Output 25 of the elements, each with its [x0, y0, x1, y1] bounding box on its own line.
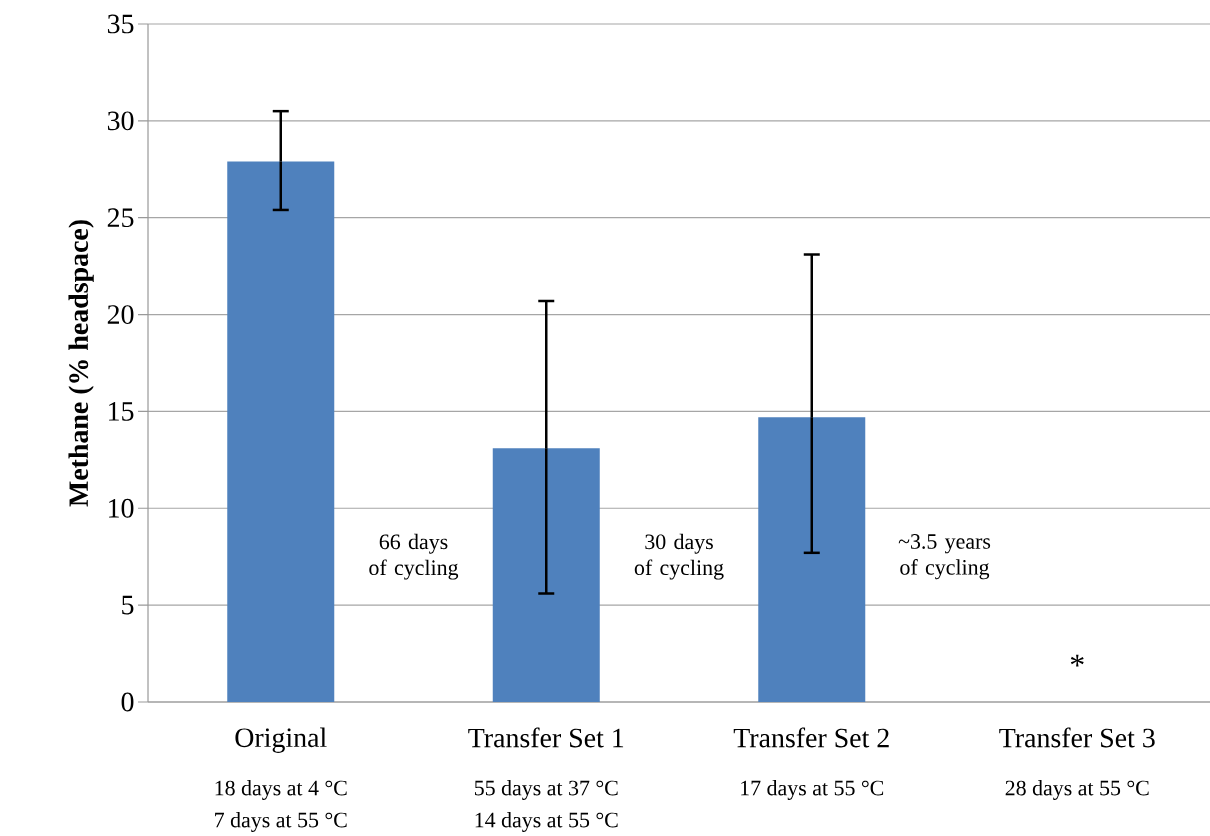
text: 17 days at 55 °C	[741, 780, 884, 800]
y-tick-label: 0	[121, 692, 134, 712]
annotation: 66 days of cycling	[369, 533, 459, 580]
y-tick-label: 5	[122, 595, 134, 615]
y-tick-label: 25	[107, 208, 134, 228]
y-tick-label: 30	[107, 111, 134, 131]
y-tick-label: 20	[107, 305, 134, 324]
annotation: *	[1070, 654, 1084, 667]
text: 14 days at 55 °C	[475, 812, 618, 832]
annotation: 30 days of cycling	[634, 533, 724, 580]
text: 55 days at 37 °C	[474, 780, 618, 800]
y-tick-label: 15	[109, 402, 134, 421]
bar	[227, 161, 335, 702]
annotation: ~3.5 years of cycling	[898, 534, 991, 580]
x-tick-label: Original	[235, 727, 327, 753]
text: 28 days at 55 °C	[1005, 780, 1149, 800]
x-tick-label: Transfer Set 2	[733, 727, 889, 748]
text: 18 days at 4 °C	[215, 780, 347, 800]
x-tick-label: Transfer Set 1	[468, 727, 624, 748]
y-axis-title: Methane (% headspace)	[68, 220, 94, 507]
x-tick-label: Transfer Set 3	[999, 727, 1155, 748]
y-tick-label: 10	[109, 498, 134, 518]
y-tick-label: 35	[107, 14, 134, 34]
text: 7 days at 55 °C	[215, 812, 347, 832]
bar	[758, 417, 866, 702]
